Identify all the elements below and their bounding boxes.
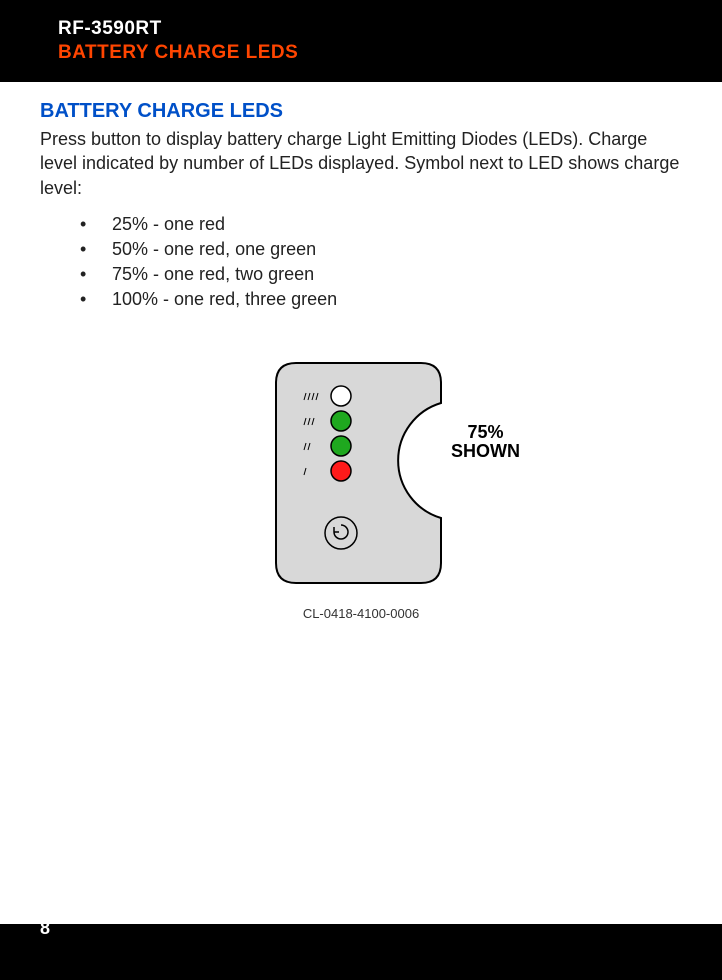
figure-wrap: 75% SHOWN CL-0418-4100-0006 (266, 353, 456, 621)
led-3 (331, 411, 351, 431)
led-1 (331, 461, 351, 481)
led-4 (331, 386, 351, 406)
figure-area: 75% SHOWN CL-0418-4100-0006 (40, 353, 682, 623)
figure-callout: 75% SHOWN (451, 423, 520, 463)
bullet-item: 50% - one red, one green (80, 237, 682, 262)
battery-diagram (266, 353, 456, 593)
intro-text: Press button to display battery charge L… (40, 127, 682, 200)
page-number: 8 (40, 918, 50, 939)
model-number: RF-3590RT (58, 18, 722, 40)
battery-body (276, 363, 441, 583)
footer-bar: 8 (0, 924, 722, 980)
header-subtitle: BATTERY CHARGE LEDS (58, 42, 722, 64)
header-bar: RF-3590RT BATTERY CHARGE LEDS (0, 0, 722, 82)
bullet-list: 25% - one red 50% - one red, one green 7… (40, 212, 682, 313)
section-title: BATTERY CHARGE LEDS (40, 100, 682, 123)
bullet-item: 100% - one red, three green (80, 287, 682, 312)
bullet-item: 75% - one red, two green (80, 262, 682, 287)
content-area: BATTERY CHARGE LEDS Press button to disp… (0, 82, 722, 623)
led-2 (331, 436, 351, 456)
callout-pct: 75% (467, 422, 503, 442)
bullet-item: 25% - one red (80, 212, 682, 237)
callout-shown: SHOWN (451, 441, 520, 461)
figure-label: CL-0418-4100-0006 (266, 606, 456, 621)
